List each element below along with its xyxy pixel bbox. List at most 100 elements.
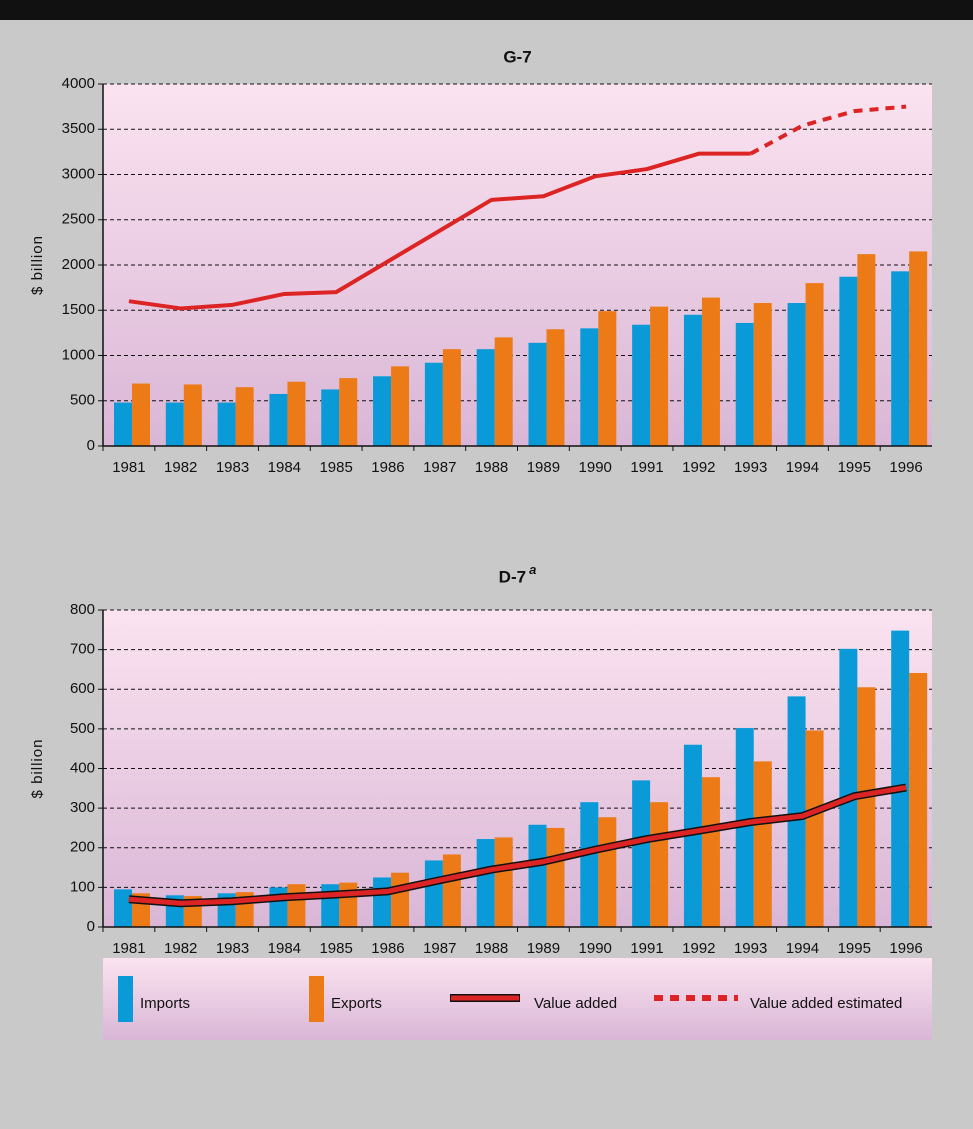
- bar: [805, 283, 824, 446]
- y-axis-label: $ billion: [29, 739, 46, 799]
- x-tick-label: 1981: [112, 459, 145, 476]
- bar: [494, 837, 513, 927]
- bar: [442, 854, 461, 927]
- x-tick-label: 1993: [734, 459, 767, 476]
- x-tick-label: 1996: [889, 940, 922, 957]
- legend-label: Value added: [534, 995, 617, 1012]
- bar: [391, 872, 410, 927]
- bar: [598, 817, 617, 927]
- x-tick-label: 1989: [527, 459, 560, 476]
- bar: [787, 696, 806, 927]
- bar: [235, 387, 254, 446]
- bar: [339, 882, 358, 927]
- bar: [424, 362, 443, 446]
- x-tick-label: 1995: [838, 940, 871, 957]
- bar: [373, 376, 392, 446]
- x-tick-label: 1987: [423, 459, 456, 476]
- bar: [424, 860, 443, 927]
- bar: [857, 254, 876, 446]
- bar: [909, 673, 928, 927]
- title-note: a: [529, 562, 536, 577]
- x-tick-label: 1982: [164, 940, 197, 957]
- bar: [891, 271, 910, 446]
- y-axis-label: $ billion: [29, 235, 46, 295]
- x-tick-label: 1987: [423, 940, 456, 957]
- x-tick-label: 1988: [475, 459, 508, 476]
- bar: [391, 366, 410, 446]
- y-tick-label: 700: [70, 641, 95, 658]
- x-tick-label: 1986: [371, 940, 404, 957]
- bar: [287, 884, 306, 927]
- y-tick-label: 300: [70, 799, 95, 816]
- legend-label: Value added estimated: [750, 995, 902, 1012]
- y-tick-label: 3500: [62, 120, 95, 137]
- bar: [683, 314, 702, 446]
- x-tick-label: 1985: [319, 459, 352, 476]
- bar: [839, 276, 858, 446]
- bar: [580, 328, 599, 446]
- y-tick-label: 500: [70, 392, 95, 409]
- x-tick-label: 1989: [527, 940, 560, 957]
- bar: [753, 303, 772, 446]
- legend-swatch: [118, 976, 133, 1022]
- bar: [546, 329, 565, 446]
- line: [128, 151, 751, 311]
- x-tick-label: 1995: [838, 459, 871, 476]
- bar: [217, 402, 236, 446]
- bar: [580, 802, 599, 927]
- x-tick-label: 1981: [112, 940, 145, 957]
- bar: [701, 777, 720, 927]
- x-tick-label: 1996: [889, 459, 922, 476]
- bar: [701, 297, 720, 446]
- x-tick-label: 1991: [630, 940, 663, 957]
- bar: [528, 824, 547, 927]
- bar: [787, 303, 806, 446]
- y-tick-label: 1500: [62, 301, 95, 318]
- y-tick-label: 2500: [62, 211, 95, 228]
- x-tick-label: 1988: [475, 940, 508, 957]
- x-tick-label: 1984: [268, 940, 301, 957]
- bar: [373, 877, 392, 927]
- y-tick-label: 100: [70, 878, 95, 895]
- y-tick-label: 500: [70, 720, 95, 737]
- bar: [442, 349, 461, 446]
- bar: [546, 827, 565, 927]
- x-tick-label: 1983: [216, 940, 249, 957]
- y-tick-label: 0: [87, 918, 95, 935]
- x-tick-label: 1984: [268, 459, 301, 476]
- bar: [269, 393, 288, 446]
- bar: [909, 251, 928, 446]
- x-tick-label: 1982: [164, 459, 197, 476]
- y-tick-label: 600: [70, 680, 95, 697]
- bar: [339, 378, 358, 446]
- bar: [132, 383, 150, 446]
- y-tick-label: 400: [70, 759, 95, 776]
- legend-swatch: [309, 976, 324, 1022]
- top-bar: [0, 0, 973, 20]
- bar: [891, 630, 910, 927]
- x-tick-label: 1992: [682, 459, 715, 476]
- bar: [183, 384, 202, 446]
- x-tick-label: 1986: [371, 459, 404, 476]
- x-tick-label: 1992: [682, 940, 715, 957]
- bar: [528, 342, 547, 446]
- chart-title: G-7: [503, 47, 531, 66]
- bar: [805, 730, 824, 927]
- x-tick-label: 1994: [786, 940, 819, 957]
- x-tick-label: 1990: [579, 459, 612, 476]
- bar: [683, 744, 702, 927]
- bar: [114, 889, 132, 927]
- bar: [165, 402, 184, 446]
- x-tick-label: 1990: [579, 940, 612, 957]
- x-tick-label: 1991: [630, 459, 663, 476]
- bar: [735, 322, 754, 446]
- x-tick-label: 1983: [216, 459, 249, 476]
- bar: [287, 381, 306, 446]
- legend-label: Exports: [331, 995, 382, 1012]
- y-tick-label: 4000: [62, 75, 95, 92]
- bar: [632, 324, 651, 446]
- x-tick-label: 1985: [319, 940, 352, 957]
- bar: [476, 349, 495, 446]
- y-tick-label: 1000: [62, 346, 95, 363]
